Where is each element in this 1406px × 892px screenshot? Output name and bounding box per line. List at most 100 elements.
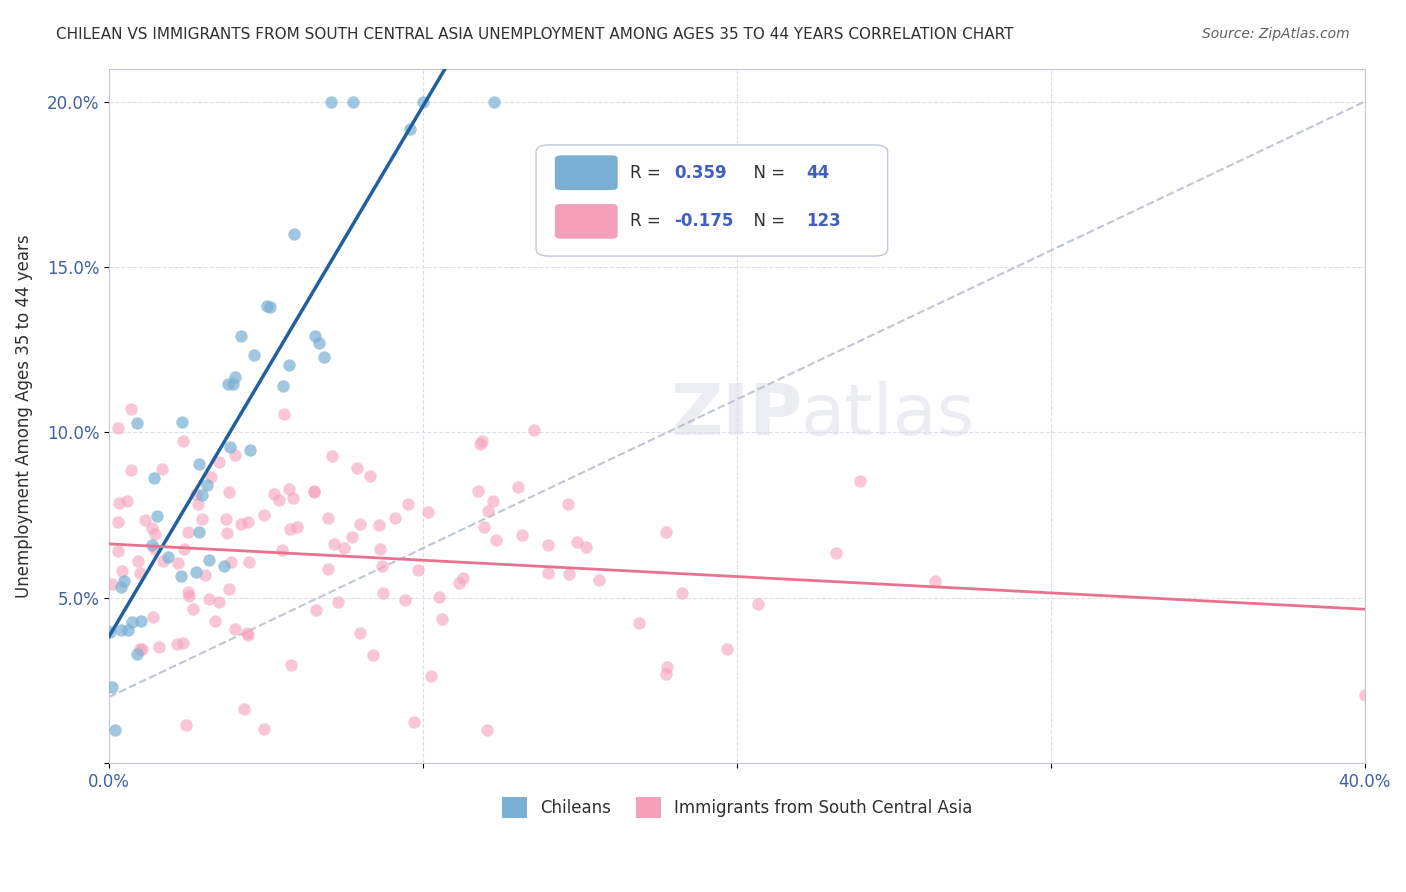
- Point: [125, 647, 148, 661]
- Point: [349, 626, 371, 640]
- Point: [269, 492, 291, 507]
- Point: [273, 407, 295, 421]
- Point: [367, 518, 389, 533]
- Point: [302, 483, 325, 498]
- Point: [236, 628, 259, 642]
- Point: [447, 575, 470, 590]
- Point: [238, 516, 260, 530]
- Point: [166, 637, 188, 651]
- Point: [430, 612, 453, 626]
- Point: [200, 470, 222, 484]
- Point: [215, 526, 238, 541]
- Point: [141, 539, 163, 553]
- Point: [233, 702, 256, 716]
- Point: [475, 723, 498, 737]
- Point: [477, 504, 499, 518]
- Point: [627, 615, 650, 630]
- Point: [129, 614, 152, 628]
- Point: [277, 358, 299, 372]
- Text: Source: ZipAtlas.com: Source: ZipAtlas.com: [1202, 27, 1350, 41]
- Point: [169, 568, 191, 582]
- Point: [184, 565, 207, 579]
- Point: [187, 498, 209, 512]
- Point: [120, 401, 142, 416]
- Point: [537, 566, 560, 580]
- Point: [156, 550, 179, 565]
- Point: [100, 680, 122, 694]
- Point: [129, 566, 152, 581]
- Point: [368, 542, 391, 557]
- Point: [110, 623, 132, 637]
- Point: [98, 625, 121, 640]
- Point: [141, 521, 163, 535]
- Point: [117, 624, 139, 638]
- Point: [308, 336, 330, 351]
- Point: [236, 625, 259, 640]
- Point: [107, 421, 129, 435]
- Point: [204, 615, 226, 629]
- Point: [229, 328, 252, 343]
- Point: [125, 416, 148, 430]
- Point: [371, 559, 394, 574]
- Point: [222, 377, 245, 392]
- Point: [655, 666, 678, 681]
- Point: [195, 478, 218, 492]
- Point: [671, 586, 693, 600]
- Point: [152, 553, 174, 567]
- Point: [208, 595, 231, 609]
- Point: [143, 471, 166, 485]
- Point: [129, 641, 152, 656]
- Point: [198, 592, 221, 607]
- Point: [218, 582, 240, 596]
- Point: [224, 622, 246, 636]
- Point: [271, 378, 294, 392]
- Text: 0.359: 0.359: [673, 164, 727, 182]
- Point: [194, 567, 217, 582]
- Text: ZIP: ZIP: [671, 381, 803, 450]
- Point: [302, 485, 325, 500]
- Point: [142, 610, 165, 624]
- Point: [283, 227, 305, 241]
- Point: [396, 497, 419, 511]
- Point: [221, 556, 243, 570]
- Point: [143, 527, 166, 541]
- Point: [177, 524, 200, 539]
- FancyBboxPatch shape: [555, 204, 617, 239]
- Y-axis label: Unemployment Among Ages 35 to 44 years: Unemployment Among Ages 35 to 44 years: [15, 234, 32, 598]
- Point: [229, 516, 252, 531]
- Point: [451, 571, 474, 585]
- Point: [346, 461, 368, 475]
- Point: [924, 574, 946, 589]
- Legend: Chileans, Immigrants from South Central Asia: Chileans, Immigrants from South Central …: [495, 790, 979, 824]
- Point: [588, 573, 610, 587]
- Text: N =: N =: [744, 212, 790, 230]
- Point: [342, 530, 364, 544]
- Point: [120, 463, 142, 477]
- Point: [536, 538, 558, 552]
- Point: [217, 377, 239, 392]
- Text: 44: 44: [806, 164, 830, 182]
- Point: [100, 576, 122, 591]
- Point: [412, 95, 434, 109]
- Point: [510, 528, 533, 542]
- Point: [256, 299, 278, 313]
- Point: [277, 483, 299, 497]
- Point: [172, 635, 194, 649]
- Point: [110, 564, 132, 578]
- Point: [252, 508, 274, 522]
- Point: [318, 511, 340, 525]
- Point: [218, 485, 240, 500]
- Point: [485, 533, 508, 548]
- Point: [304, 329, 326, 343]
- FancyBboxPatch shape: [555, 155, 617, 190]
- Point: [482, 95, 505, 109]
- Text: atlas: atlas: [800, 381, 974, 450]
- Point: [508, 480, 530, 494]
- Point: [655, 659, 678, 673]
- Point: [188, 458, 211, 472]
- Point: [655, 524, 678, 539]
- Point: [557, 567, 579, 582]
- Point: [323, 536, 346, 550]
- Point: [408, 563, 430, 577]
- Point: [181, 601, 204, 615]
